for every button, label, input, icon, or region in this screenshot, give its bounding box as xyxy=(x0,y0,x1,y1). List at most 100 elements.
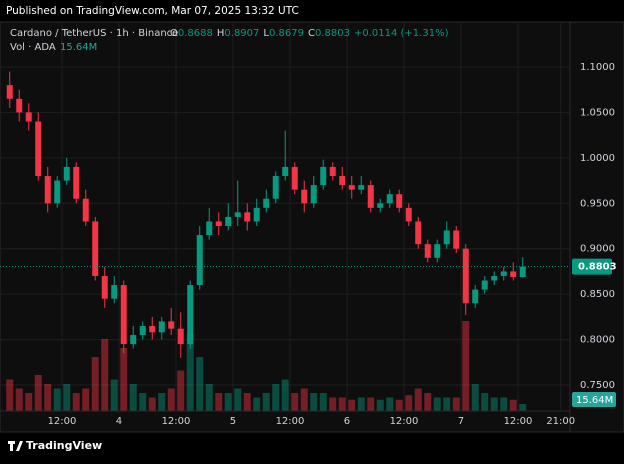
x-tick-label: 6 xyxy=(344,416,350,427)
volume-bar xyxy=(53,388,61,411)
candle-body xyxy=(6,85,13,99)
volume-bar xyxy=(310,393,318,411)
volume-bar xyxy=(129,384,137,411)
volume-bar xyxy=(196,357,204,411)
candle-body xyxy=(510,271,517,278)
candle-body xyxy=(54,180,61,204)
volume-badge xyxy=(572,392,616,407)
volume-bar xyxy=(338,397,346,411)
x-tick-label: 7 xyxy=(458,416,464,427)
volume-bar xyxy=(72,393,80,411)
candle-body xyxy=(139,325,146,336)
volume-legend-value: 15.64M xyxy=(60,42,97,53)
candle-body xyxy=(63,166,70,181)
candle-body xyxy=(377,203,384,208)
volume-bar xyxy=(367,397,375,411)
candle-body xyxy=(310,185,317,204)
candle-body xyxy=(358,185,365,190)
volume-bar xyxy=(490,397,498,411)
x-tick-label: 12:00 xyxy=(276,416,305,427)
candle-body xyxy=(244,212,251,222)
ohlc-value: 0.8907 xyxy=(224,28,259,39)
volume-bar xyxy=(120,348,128,411)
volume-bar xyxy=(481,393,489,411)
candle-body xyxy=(149,325,156,333)
volume-bar xyxy=(34,375,42,411)
ohlc-key: H xyxy=(217,28,225,39)
candle-body xyxy=(215,221,222,226)
volume-bar xyxy=(357,397,365,411)
volume-bar xyxy=(405,395,413,411)
ohlc-value: 0.8803 xyxy=(315,28,350,39)
candle-body xyxy=(291,166,298,190)
y-tick-label: 0.9000 xyxy=(580,244,615,255)
volume-bar xyxy=(500,397,508,411)
volume-bar xyxy=(44,384,52,411)
candle-body xyxy=(73,166,80,199)
candle-body xyxy=(253,207,260,222)
volume-bar xyxy=(414,388,422,411)
volume-bar xyxy=(63,384,71,411)
candle-body xyxy=(44,176,51,204)
volume-bar xyxy=(110,379,118,411)
y-tick-label: 1.1000 xyxy=(580,62,615,73)
volume-bar xyxy=(101,339,109,411)
x-tick-label: 21:00 xyxy=(546,416,575,427)
volume-bar xyxy=(82,388,90,411)
candle-body xyxy=(434,244,441,258)
y-tick-label: 1.0000 xyxy=(580,153,615,164)
candle-body xyxy=(481,280,488,290)
ohlc-key: O xyxy=(170,28,178,39)
volume-bar xyxy=(272,384,280,411)
candle-body xyxy=(111,285,118,299)
candle-body xyxy=(130,335,137,345)
x-tick-label: 5 xyxy=(230,416,236,427)
volume-bar xyxy=(25,393,33,411)
change: +0.0114 (+1.31%) xyxy=(354,28,449,39)
published-note: Published on TradingView.com, Mar 07, 20… xyxy=(6,5,299,17)
volume-bar xyxy=(329,397,337,411)
candle-body xyxy=(16,98,23,113)
candle-body xyxy=(225,216,232,226)
x-tick-label: 12:00 xyxy=(390,416,419,427)
volume-bar xyxy=(215,393,223,411)
ohlc-key: L xyxy=(263,28,269,39)
candle-body xyxy=(453,230,460,249)
candle-body xyxy=(320,166,327,186)
x-tick-label: 12:00 xyxy=(162,416,191,427)
volume-bar xyxy=(139,393,147,411)
candle-body xyxy=(196,235,203,286)
candle-body xyxy=(415,221,422,245)
volume-bar xyxy=(376,399,384,411)
candle-body xyxy=(168,321,175,329)
volume-bar xyxy=(262,393,270,411)
candle-body xyxy=(25,112,32,122)
candle-body xyxy=(301,189,308,204)
candle-body xyxy=(234,212,241,217)
last-price-badge xyxy=(572,258,612,275)
y-tick-label: 0.9500 xyxy=(580,198,615,209)
volume-bar xyxy=(148,397,156,411)
volume-bar xyxy=(319,393,327,411)
volume-bar xyxy=(519,403,527,411)
volume-bar xyxy=(158,393,166,411)
ohlc-value: 0.8679 xyxy=(269,28,304,39)
volume-bar xyxy=(6,379,14,411)
candle-body xyxy=(443,230,450,245)
volume-bar xyxy=(452,397,460,411)
volume-bar xyxy=(234,388,242,411)
y-tick-label: 0.8000 xyxy=(580,335,615,346)
candle-body xyxy=(92,221,99,276)
last-price-label: 0.8803 xyxy=(578,262,617,273)
ohlc-value: 0.8688 xyxy=(178,28,213,39)
candle-body xyxy=(101,275,108,299)
volume-bar xyxy=(291,393,299,411)
volume-bar xyxy=(509,399,517,411)
candle-body xyxy=(282,166,289,177)
volume-bar xyxy=(91,357,99,411)
volume-bar xyxy=(205,384,213,411)
chart-title: Cardano / TetherUS · 1h · Binance xyxy=(10,28,178,39)
volume-name: Vol · ADA xyxy=(10,42,56,53)
x-tick-label: 12:00 xyxy=(48,416,77,427)
